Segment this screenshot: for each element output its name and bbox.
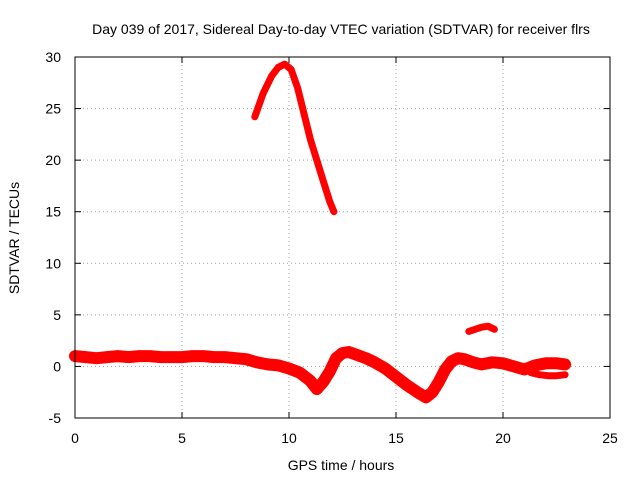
y-axis-label: SDTVAR / TECUs bbox=[6, 182, 22, 294]
x-tick-label: 25 bbox=[602, 430, 618, 446]
x-tick-label: 10 bbox=[281, 430, 297, 446]
series-layer bbox=[69, 60, 572, 404]
y-tick-label: 25 bbox=[45, 101, 61, 117]
series-arc-4 bbox=[527, 369, 569, 380]
series-arc-3 bbox=[69, 346, 572, 404]
series-arc-2 bbox=[465, 322, 498, 335]
y-tick-label: 0 bbox=[53, 358, 61, 374]
chart-title: Day 039 of 2017, Sidereal Day-to-day VTE… bbox=[92, 21, 590, 37]
x-tick-label: 20 bbox=[495, 430, 511, 446]
plot-frame bbox=[74, 56, 611, 419]
tick-labels: 0 5 10 15 20 25 -5 0 5 10 15 20 25 30 bbox=[45, 49, 618, 446]
y-tick-label: -5 bbox=[49, 410, 62, 426]
y-tick-label: 10 bbox=[45, 255, 61, 271]
y-tick-label: 5 bbox=[53, 307, 61, 323]
x-tick-label: 15 bbox=[388, 430, 404, 446]
y-tick-label: 15 bbox=[45, 204, 61, 220]
series-arc-1 bbox=[251, 60, 338, 216]
y-tick-label: 30 bbox=[45, 49, 61, 65]
x-tick-label: 0 bbox=[71, 430, 79, 446]
x-tick-label: 5 bbox=[178, 430, 186, 446]
y-tick-label: 20 bbox=[45, 152, 61, 168]
x-axis-label: GPS time / hours bbox=[288, 457, 395, 473]
